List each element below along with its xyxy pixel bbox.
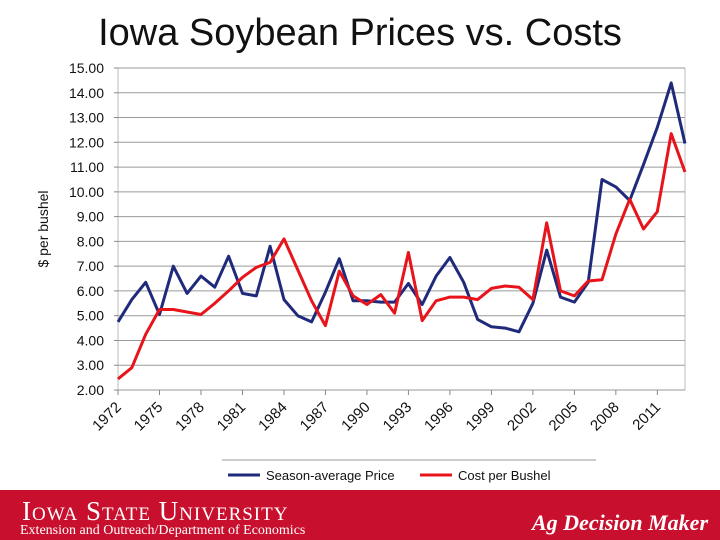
legend-label-price: Season-average Price xyxy=(266,468,395,483)
x-tick-label: 1981 xyxy=(214,399,250,435)
y-tick-label: 5.00 xyxy=(77,308,104,324)
y-tick-label: 10.00 xyxy=(69,184,104,200)
x-tick-label: 1990 xyxy=(338,399,374,435)
y-axis-label: $ per bushel xyxy=(35,190,51,267)
university-name: Iowa State University xyxy=(22,496,289,526)
slide-title: Iowa Soybean Prices vs. Costs xyxy=(98,12,622,54)
x-tick-label: 2011 xyxy=(629,399,664,434)
x-tick-label: 1996 xyxy=(421,399,457,435)
brand-name: Ag Decision Maker xyxy=(532,510,708,535)
legend: Season-average Price Cost per Bushel xyxy=(222,459,596,483)
x-tick-label: 2008 xyxy=(587,399,623,435)
y-tick-label: 8.00 xyxy=(77,233,104,249)
x-tick-label: 2002 xyxy=(504,399,540,435)
y-tick-label: 14.00 xyxy=(69,85,104,101)
x-tick-label: 1975 xyxy=(131,399,167,435)
x-tick-label: 1987 xyxy=(297,399,333,435)
x-tick-label: 1978 xyxy=(172,399,208,435)
line-chart: 2.00 3.00 4.00 5.00 6.00 7.00 8.00 9.00 10.00 11.… xyxy=(35,60,687,483)
legend-label-cost: Cost per Bushel xyxy=(458,468,551,483)
x-tick-label: 2005 xyxy=(546,399,582,435)
x-tick-label: 1984 xyxy=(255,399,291,435)
x-tick-label: 1999 xyxy=(463,399,499,435)
y-tick-label: 2.00 xyxy=(77,382,104,398)
department-name: Extension and Outreach/Department of Eco… xyxy=(20,523,306,538)
y-tick-label: 12.00 xyxy=(69,134,104,150)
y-tick-label: 6.00 xyxy=(77,283,104,299)
y-tick-label: 9.00 xyxy=(77,209,104,225)
y-tick-label: 3.00 xyxy=(77,357,104,373)
series-line-cost xyxy=(117,132,687,381)
y-tick-label: 4.00 xyxy=(77,332,104,348)
x-tick-label: 1993 xyxy=(380,399,416,435)
x-tick-label: 1972 xyxy=(89,399,125,435)
y-tick-label: 15.00 xyxy=(69,60,104,76)
plot-area xyxy=(117,67,686,391)
series-line-price xyxy=(116,81,687,334)
y-tick-label: 11.00 xyxy=(70,159,104,175)
y-tick-label: 7.00 xyxy=(77,258,104,274)
y-tick-label: 13.00 xyxy=(69,110,104,126)
footer-banner: Iowa State University Extension and Outr… xyxy=(0,490,720,540)
